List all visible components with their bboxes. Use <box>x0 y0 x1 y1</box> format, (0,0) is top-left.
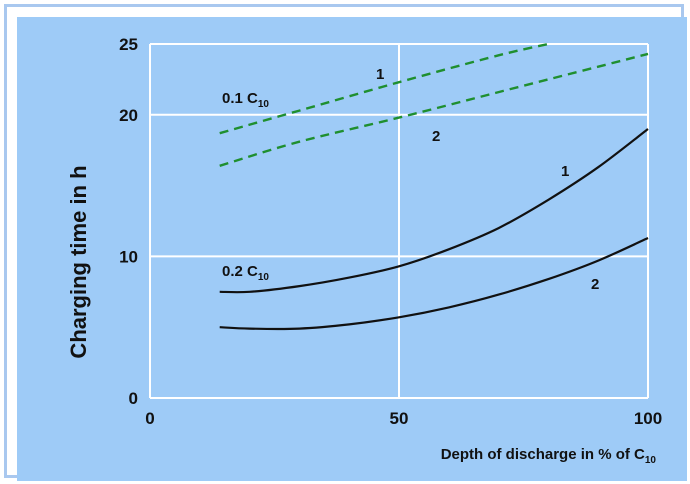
x-tick-label: 100 <box>634 409 662 428</box>
x-tick-label: 0 <box>145 409 154 428</box>
series-group <box>219 42 649 331</box>
annotation-0.1C10: 0.1 C10 <box>222 90 269 110</box>
annotation-solid-1-text: 1 <box>561 163 569 180</box>
annotation-solid-1: 1 <box>561 163 569 180</box>
annotation-dashed-1: 1 <box>376 66 384 83</box>
annotation-0.2C10-text: 0.2 C <box>222 263 258 280</box>
y-tick-label: 25 <box>119 35 138 54</box>
y-tick-label: 0 <box>129 389 138 408</box>
annotation-dashed-1-text: 1 <box>376 66 384 83</box>
axes <box>149 44 648 399</box>
y-tick-label: 20 <box>119 106 138 125</box>
annotation-solid-2: 2 <box>591 276 599 293</box>
y-tick-label: 10 <box>119 247 138 266</box>
annotation-0.2C10-subscript: 10 <box>258 272 270 283</box>
annotation-0.1C10-subscript: 10 <box>258 99 270 110</box>
series-line-dashed-1 <box>219 42 549 135</box>
y-axis-label: Charging time in h <box>66 165 91 358</box>
annotation-dashed-2-text: 2 <box>432 128 440 145</box>
annotation-solid-2-text: 2 <box>591 276 599 293</box>
x-axis-label-sub: 10 <box>645 455 657 466</box>
x-axis-label: Depth of discharge in % of C10 <box>441 446 657 466</box>
x-axis-label-main: Depth of discharge in % of C <box>441 446 645 463</box>
annotation-0.2C10: 0.2 C10 <box>222 263 269 283</box>
x-tick-label: 50 <box>390 409 409 428</box>
series-line-dashed-2 <box>219 52 649 167</box>
grid-lines <box>150 43 649 398</box>
series-line-solid-2 <box>219 236 649 331</box>
series-line-solid-1 <box>219 128 649 294</box>
annotation-dashed-2: 2 <box>432 128 440 145</box>
tick-labels: 0 10 20 25 0 50 100 <box>119 35 662 428</box>
annotation-0.1C10-text: 0.1 C <box>222 90 258 107</box>
